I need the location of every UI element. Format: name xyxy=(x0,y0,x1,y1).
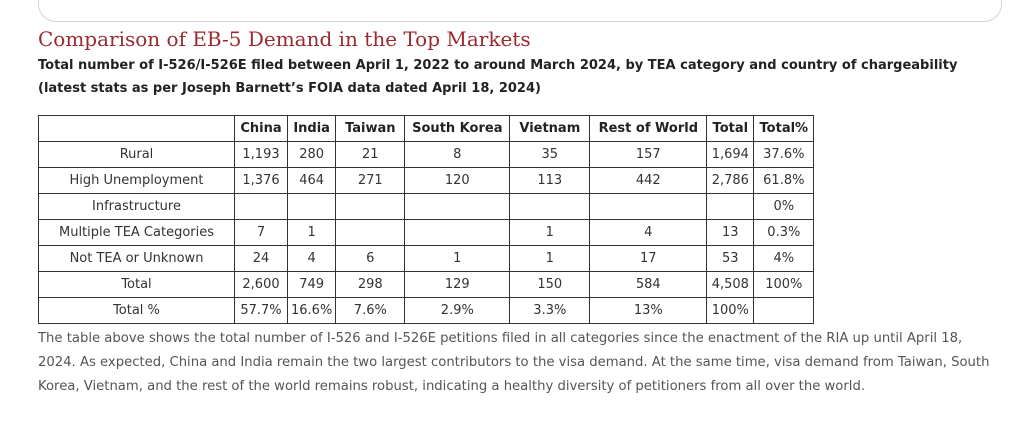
table-row: Total 2,600 749 298 129 150 584 4,508 10… xyxy=(38,271,815,298)
table-cell: 24 xyxy=(234,245,288,272)
row-label-cell: Total % xyxy=(38,297,235,324)
table-cell: 8 xyxy=(404,141,511,168)
table-cell xyxy=(404,219,511,246)
eb5-demand-table: China India Taiwan South Korea Vietnam R… xyxy=(38,115,815,324)
table-cell: 2,786 xyxy=(706,167,755,194)
table-cell: 3.3% xyxy=(509,297,591,324)
table-cell: 0% xyxy=(753,193,815,220)
table-cell: 13 xyxy=(706,219,755,246)
table-cell: 100% xyxy=(753,271,815,298)
table-cell: 57.7% xyxy=(234,297,288,324)
table-cell: 6 xyxy=(335,245,406,272)
table-cell: 280 xyxy=(286,141,337,168)
table-row: Not TEA or Unknown 24 4 6 1 1 17 53 4% xyxy=(38,245,815,272)
table-cell: 4 xyxy=(589,219,708,246)
table-cell: 1 xyxy=(286,219,337,246)
table-cell: 16.6% xyxy=(286,297,337,324)
table-cell: 2.9% xyxy=(404,297,511,324)
table-cell xyxy=(234,193,288,220)
row-label-cell: Not TEA or Unknown xyxy=(38,245,235,272)
table-cell: 442 xyxy=(589,167,708,194)
table-cell: 100% xyxy=(706,297,755,324)
table-cell: 37.6% xyxy=(753,141,815,168)
table-cell: 7.6% xyxy=(335,297,406,324)
table-cell: 13% xyxy=(589,297,708,324)
table-cell: 4,508 xyxy=(706,271,755,298)
table-cell: 157 xyxy=(589,141,708,168)
row-label-cell: Rural xyxy=(38,141,235,168)
table-cell: 1 xyxy=(404,245,511,272)
table-cell: 4 xyxy=(286,245,337,272)
table-cell: 1,193 xyxy=(234,141,288,168)
table-cell: 4% xyxy=(753,245,815,272)
table-cell: 464 xyxy=(286,167,337,194)
row-label-cell: High Unemployment xyxy=(38,167,235,194)
section-heading: Comparison of EB-5 Demand in the Top Mar… xyxy=(38,27,531,51)
table-cell: 271 xyxy=(335,167,406,194)
table-row: Total % 57.7% 16.6% 7.6% 2.9% 3.3% 13% 1… xyxy=(38,297,815,324)
header-cell: Taiwan xyxy=(335,115,406,142)
table-cell: 129 xyxy=(404,271,511,298)
table-cell: 0.3% xyxy=(753,219,815,246)
header-cell xyxy=(38,115,235,142)
table-cell: 298 xyxy=(335,271,406,298)
table-cell xyxy=(286,193,337,220)
table-cell xyxy=(753,297,815,324)
header-cell: Rest of World xyxy=(589,115,708,142)
table-cell xyxy=(509,193,591,220)
table-cell: 1,694 xyxy=(706,141,755,168)
table-cell: 1 xyxy=(509,245,591,272)
table-row: Rural 1,193 280 21 8 35 157 1,694 37.6% xyxy=(38,141,815,168)
table-header-row: China India Taiwan South Korea Vietnam R… xyxy=(38,115,815,142)
header-cell: China xyxy=(234,115,288,142)
table-cell: 53 xyxy=(706,245,755,272)
row-label-cell: Multiple TEA Categories xyxy=(38,219,235,246)
table-cell: 150 xyxy=(509,271,591,298)
row-label-cell: Infrastructure xyxy=(38,193,235,220)
table-row: Multiple TEA Categories 7 1 1 4 13 0.3% xyxy=(38,219,815,246)
body-paragraph: The table above shows the total number o… xyxy=(38,331,990,394)
row-label-cell: Total xyxy=(38,271,235,298)
table-cell xyxy=(706,193,755,220)
table-cell: 749 xyxy=(286,271,337,298)
header-cell: Total% xyxy=(753,115,815,142)
header-cell: Total xyxy=(706,115,755,142)
table-cell: 7 xyxy=(234,219,288,246)
table-cell xyxy=(335,193,406,220)
header-cell: India xyxy=(286,115,337,142)
table-row: High Unemployment 1,376 464 271 120 113 … xyxy=(38,167,815,194)
header-cell: South Korea xyxy=(404,115,511,142)
table-cell: 113 xyxy=(509,167,591,194)
table-cell xyxy=(335,219,406,246)
table-cell: 1,376 xyxy=(234,167,288,194)
table-cell: 2,600 xyxy=(234,271,288,298)
table-cell: 120 xyxy=(404,167,511,194)
table-cell: 17 xyxy=(589,245,708,272)
header-cell: Vietnam xyxy=(509,115,591,142)
table-cell: 1 xyxy=(509,219,591,246)
table-row: Infrastructure 0% xyxy=(38,193,815,220)
table-subheading: Total number of I-526/I-526E filed betwe… xyxy=(38,58,958,96)
table-cell: 35 xyxy=(509,141,591,168)
table-cell xyxy=(589,193,708,220)
table-cell: 61.8% xyxy=(753,167,815,194)
table-cell: 21 xyxy=(335,141,406,168)
table-cell xyxy=(404,193,511,220)
top-card-edge xyxy=(38,0,1002,22)
table-cell: 584 xyxy=(589,271,708,298)
